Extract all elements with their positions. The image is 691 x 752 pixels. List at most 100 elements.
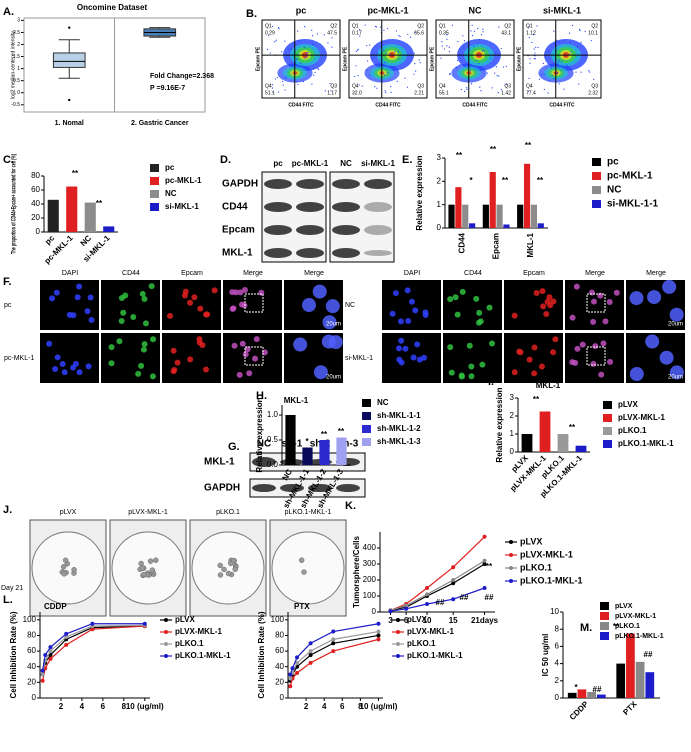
cell-dot [558,83,560,85]
x-axis-label: CD44 FITC [549,102,575,108]
legend-swatch [509,566,513,570]
cell-dot [482,28,484,30]
y-tick-label: 0 [36,227,41,236]
y-tick-label: 80 [27,631,36,640]
band [264,248,292,258]
annotation: * [469,176,473,185]
annotation: ** [502,176,509,185]
x-tick-label: 3 [388,616,393,625]
cell-dot [269,52,271,54]
cell [120,309,127,316]
quadrant-name: Q2 [330,23,337,29]
cell [543,310,550,317]
quadrant-value: 1.12 [526,30,536,36]
cell [150,336,157,343]
bar [462,204,469,228]
x-tick-label: 8 [358,702,363,711]
band [264,202,292,212]
legend-label: sh-MKL-1-3 [377,437,421,446]
cell [606,299,613,306]
y-tick-label: 100 [23,615,37,624]
legend-swatch [164,618,168,622]
cell-dot [479,39,481,41]
micrograph [443,280,502,330]
series-line [42,623,145,671]
legend-label: pLKO.1-MKL-1 [618,439,674,448]
cell-dot [399,35,401,38]
cell-dot [361,85,363,87]
cell [550,298,557,305]
y-axis-label: Relative expression [255,397,264,472]
band [364,179,392,189]
cell [592,343,599,350]
colony [232,566,238,573]
plot-title: si-MKL-1 [543,5,581,15]
chart-title: PTX [294,602,310,611]
cell [540,303,547,310]
point [451,565,456,570]
x-tick-label: NC [79,233,94,248]
cell [187,299,194,306]
cell-dot [462,35,464,37]
cell-dot [282,84,284,86]
cell-dot [538,78,541,80]
quadrant-value: 2.21 [414,90,424,96]
cell [70,312,77,319]
y-tick-label: 8 [555,624,560,633]
panel-label: L. [3,594,13,606]
cell [405,317,412,324]
legend-swatch [362,425,371,433]
legend-label: pLVX [615,603,633,610]
legend-swatch [150,190,159,198]
cell-dot [327,42,329,44]
bar [521,434,533,452]
cell-dot [502,66,505,68]
cell [511,369,518,376]
cell-dot [587,70,590,72]
cell-dot [364,24,366,26]
point [288,672,293,677]
annotation: ** [72,169,79,178]
point [404,603,409,608]
cell-dot [443,48,446,50]
point [64,631,69,636]
cell-dot [367,60,369,62]
legend-label: pLKO.1 [520,562,552,572]
cell [293,337,308,352]
y-tick-label: 1 [17,66,20,72]
cell-dot [529,58,531,60]
point [376,633,381,638]
cell-dot [556,72,558,74]
cell-dot [359,29,361,31]
cell-dot [312,35,314,37]
x-tick-label: 21days [471,616,499,625]
y-tick-label: 80 [31,171,40,180]
y-tick-label: 300 [363,559,377,568]
cell [588,289,595,296]
cell-dot [275,39,277,41]
cell-dot [446,45,448,47]
annotation: ** [96,199,103,208]
legend-swatch [592,158,601,166]
cell-dot [528,25,530,28]
cell [149,373,156,380]
box [52,52,86,68]
cell [402,345,409,352]
legend-swatch [164,654,168,658]
chart-title: MKL-1 [536,381,561,390]
x-tick-label: Epcam [492,233,501,259]
cell-dot [480,34,483,36]
micrograph [101,333,160,383]
cell-dot [311,83,313,85]
cell [552,336,559,343]
cell-dot [482,31,484,33]
colony [141,571,147,578]
cell-dot [463,40,466,42]
panel-label: E. [402,154,412,166]
legend-label: pLKO.1-MKL-1 [175,651,231,660]
annotation: ## [460,593,469,602]
series-line [289,638,379,687]
cell [416,356,423,363]
y-tick-label: 20 [275,677,284,686]
cell [486,304,493,311]
